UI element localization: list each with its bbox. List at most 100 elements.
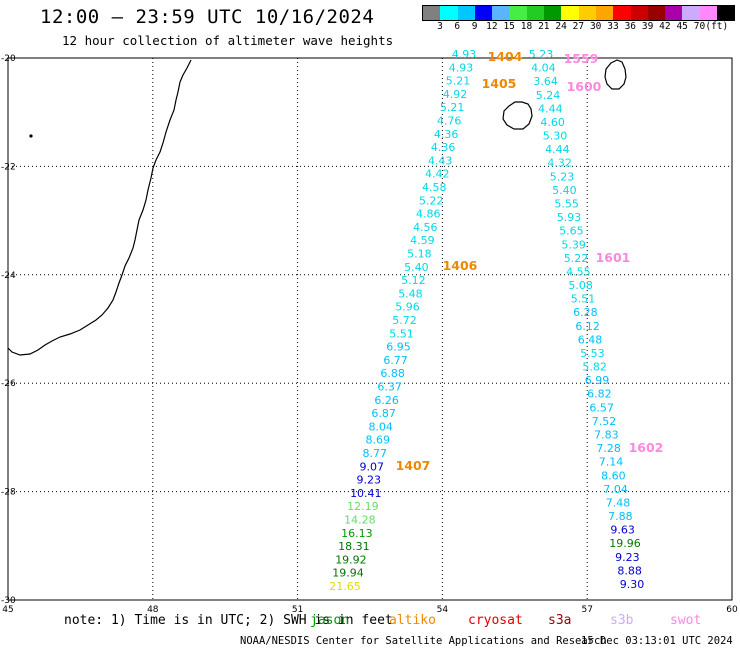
legend-label: 39 (641, 21, 654, 32)
swh-value-label: 6.82 (587, 388, 612, 401)
legend-label: 24 (555, 21, 567, 32)
swh-value-label: 4.92 (443, 88, 468, 101)
legend-swatch (509, 6, 527, 20)
pass-time-labels: 1404 1405 1406 1407 1559 1600 1601 1602 (396, 49, 664, 473)
swh-value-label: 7.14 (599, 456, 624, 469)
legend-label: 18 (520, 21, 533, 32)
swh-value-label: 4.43 (428, 154, 453, 167)
swh-value-label: 6.37 (377, 381, 402, 394)
legend-label: 45 (676, 21, 688, 32)
satellite-label-swot: swot (670, 613, 702, 628)
swh-value-label: 6.95 (386, 341, 411, 354)
pass-time-label: 1559 (564, 51, 599, 66)
swh-value-label: 9.23 (357, 474, 382, 487)
swh-value-label: 6.26 (374, 394, 399, 407)
swh-value-label: 21.65 (329, 580, 361, 593)
swh-value-label: 8.88 (617, 564, 642, 577)
swh-value-label: 4.42 (425, 168, 450, 181)
swh-value-label: 5.39 (561, 238, 586, 251)
note-text: note: 1) Time is in UTC; 2) SWH is in fe… (64, 613, 393, 628)
swh-value-label: 19.94 (332, 567, 364, 580)
swh-value-label: 6.87 (371, 407, 396, 420)
legend-label: (ft) (705, 21, 729, 32)
swh-value-label: 18.31 (338, 540, 370, 553)
swh-value-label: 7.88 (608, 510, 633, 523)
legend-swatch (630, 6, 648, 20)
swh-value-label: 6.12 (575, 320, 600, 333)
swh-value-label: 4.44 (538, 102, 563, 115)
legend-swatch (578, 6, 596, 20)
legend-swatch (544, 6, 562, 20)
swh-value-label: 4.44 (545, 143, 570, 156)
legend-label: 15 (503, 21, 515, 32)
satellite-label-cryosat: cryosat (468, 613, 523, 628)
swh-value-label: 4.36 (431, 141, 456, 154)
swh-value-label: 5.23 (550, 170, 575, 183)
swh-value-label: 5.65 (559, 225, 584, 238)
legend-swatch (457, 6, 475, 20)
swh-value-label: 4.04 (531, 62, 556, 75)
pass-time-label: 1406 (443, 258, 478, 273)
swh-value-label: 5.18 (407, 248, 432, 261)
swh-value-label: 5.22 (564, 252, 589, 265)
swh-value-label: 7.52 (592, 415, 617, 428)
swh-value-label: 5.96 (395, 301, 420, 314)
swh-value-label: 4.93 (449, 61, 474, 74)
swh-value-label: 8.69 (365, 434, 390, 447)
lon-tick-label: 57 (581, 605, 592, 615)
swh-value-label: 7.48 (606, 496, 631, 509)
swh-value-label: 9.23 (615, 551, 640, 564)
pass-time-label: 1601 (596, 250, 631, 265)
swh-value-label: 6.99 (585, 374, 610, 387)
timestamp-text: 15 Dec 03:13:01 UTC 2024 (581, 635, 733, 647)
swh-value-label: 5.30 (543, 130, 568, 143)
swh-value-label: 6.48 (578, 333, 603, 346)
page-subtitle: 12 hour collection of altimeter wave hei… (62, 33, 394, 48)
swh-value-label: 6.57 (589, 401, 614, 414)
swh-value-label: 6.77 (383, 354, 408, 367)
lat-tick-label: -26 (1, 379, 16, 389)
legend-swatch (440, 6, 458, 20)
satellite-label-s3b: s3b (610, 613, 634, 628)
swh-value-label: 10.41 (350, 487, 382, 500)
swh-value-label: 5.93 (557, 211, 582, 224)
swh-value-label: 12.19 (347, 500, 379, 513)
legend-label: 33 (607, 21, 619, 32)
lon-tick-label: 48 (147, 605, 159, 615)
swh-value-label: 4.32 (547, 157, 572, 170)
lon-tick-label: 51 (292, 605, 303, 615)
swh-value-label: 5.55 (554, 197, 579, 210)
map-axes: 45 48 51 54 57 60 -20 -22 -24 -26 -28 -30 (1, 54, 738, 615)
satellite-label-jason: jason (310, 613, 350, 628)
color-legend-bar (422, 5, 736, 21)
satellite-label-s3a: s3a (548, 613, 572, 628)
swh-value-label: 9.07 (360, 460, 385, 473)
swh-value-label: 5.22 (419, 194, 444, 207)
satellite-label-altiko: altiko (389, 613, 436, 628)
swh-value-label: 5.53 (580, 347, 605, 360)
swh-value-label: 6.28 (573, 306, 598, 319)
reunion-island (502, 101, 533, 130)
legend-swatch (423, 6, 441, 20)
swh-value-label: 6.88 (380, 367, 405, 380)
swh-value-label: 14.28 (344, 514, 376, 527)
swh-value-label: 5.12 (401, 274, 426, 287)
swh-value-label: 8.04 (368, 420, 393, 433)
swh-value-label: 19.92 (335, 553, 367, 566)
swh-value-label: 16.13 (341, 527, 373, 540)
legend-label: 36 (624, 21, 637, 32)
legend-label: 70 (693, 21, 706, 32)
swh-value-label: 5.21 (440, 101, 465, 114)
legend-swatch (492, 6, 510, 20)
lat-tick-label: -20 (1, 54, 16, 64)
legend-swatch (474, 6, 493, 20)
pass-time-label: 1602 (629, 440, 664, 455)
lon-tick-label: 45 (2, 605, 13, 615)
lat-tick-label: -22 (1, 162, 16, 172)
coastlines (7, 59, 627, 356)
map-frame (7, 57, 733, 601)
swh-value-label: 4.58 (422, 181, 447, 194)
legend-swatch (717, 6, 735, 20)
swh-value-label: 5.51 (389, 327, 414, 340)
